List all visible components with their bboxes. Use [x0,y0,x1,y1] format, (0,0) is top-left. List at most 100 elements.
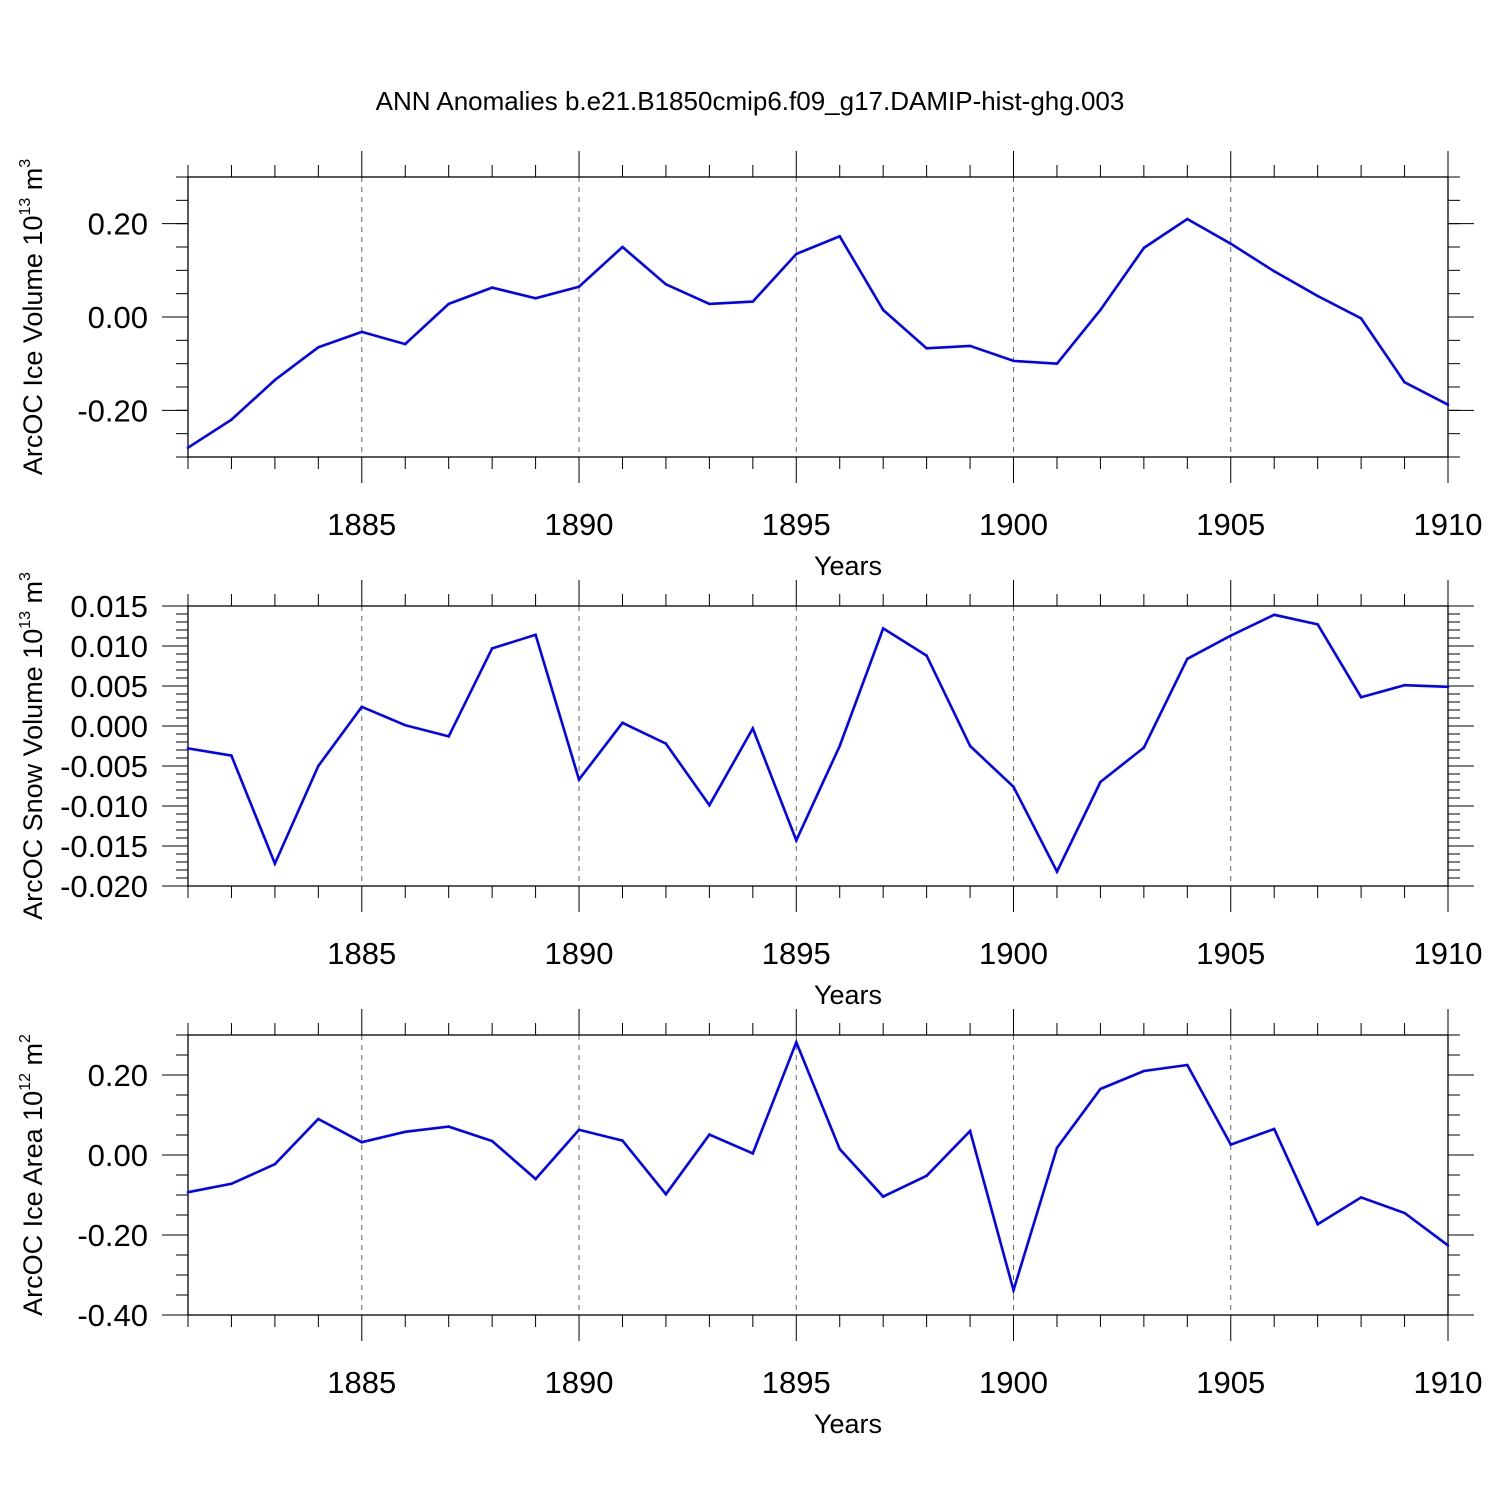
x-tick-label: 1885 [327,1365,396,1400]
data-point [1186,1063,1189,1067]
data-point [534,633,537,637]
data-point [1186,657,1189,661]
data-point [230,754,233,757]
x-tick-label: 1895 [762,507,831,542]
y-axis-title-main: ArcOC Ice Area 10 [18,1091,48,1316]
data-point [273,378,277,382]
data-point [1316,294,1319,298]
data-point [403,723,407,727]
y-tick-label: -0.20 [77,1218,148,1253]
data-point [1359,1196,1363,1199]
data-point [490,1139,494,1143]
data-point [1099,1087,1102,1091]
y-axis-title-unit-exp: 3 [17,572,34,581]
data-point [1403,381,1406,384]
data-point [360,1140,364,1144]
y-axis-title: ArcOC Ice Volume 1013 m3 [17,159,48,475]
y-tick-label: -0.40 [77,1298,148,1333]
data-point [403,342,407,346]
x-axis-title: Years [814,551,882,581]
data-point [838,234,842,238]
data-point [968,1129,972,1133]
data-point [925,654,928,657]
y-tick-label: -0.005 [60,749,148,784]
plot-frame [187,1034,1449,1316]
data-point [1012,1288,1015,1292]
data-point [360,330,364,334]
data-point [1446,403,1450,407]
y-tick-label: 0.00 [88,300,148,335]
data-point [664,1192,668,1196]
y-tick-label: 0.20 [88,1058,148,1093]
x-tick-label: 1895 [762,1365,831,1400]
data-point [925,1174,928,1178]
panel-1: -0.20 0.00 0.20 1885 1890 1895 1900 1905 1910 Yea… [17,151,1482,581]
data-point [1272,1127,1276,1131]
x-tick-label: 1910 [1414,507,1483,542]
x-tick-label: 1905 [1196,1365,1265,1400]
data-point [925,346,928,350]
y-axis-title-exp: 13 [17,198,34,216]
data-point [664,283,668,286]
y-tick-label: -0.020 [60,869,148,904]
series-line-snow-volume [187,613,1449,875]
data-point [1099,780,1102,784]
x-tick-label: 1890 [545,936,614,971]
data-point [968,744,972,748]
x-tick-label: 1890 [545,507,614,542]
y-axis-title-exp: 13 [17,611,34,629]
x-tick-label: 1905 [1196,507,1265,542]
x-tick-label: 1885 [327,936,396,971]
data-point [1229,1143,1233,1146]
data-point [534,1177,537,1181]
series-line-ice-area [187,1038,1449,1295]
y-tick-label: 0.00 [88,1138,148,1173]
x-tick-label: 1900 [979,1365,1048,1400]
x-tick-label: 1900 [979,936,1048,971]
data-point [1186,217,1189,221]
data-point [1055,1146,1059,1150]
data-point [1272,613,1276,617]
y-axis-title-unit: m [18,168,48,198]
data-point [881,1195,885,1198]
data-point [447,1125,450,1128]
data-point [360,705,364,709]
panel-2: -0.020 -0.015 -0.010 -0.005 0.000 0.005 0.010 0… [17,572,1482,1010]
y-axis-title-unit: m [18,1043,48,1073]
data-point [1403,1211,1406,1215]
data-point [490,286,494,289]
data-point [1012,785,1015,789]
data-point [881,627,885,630]
data-point [1272,269,1276,273]
y-axis-title-unit-exp: 3 [17,159,34,168]
x-tick-label: 1910 [1414,1365,1483,1400]
y-axis-title-main: ArcOC Ice Volume 10 [18,216,48,476]
data-point [317,346,320,349]
data-point [186,747,190,750]
data-point [447,302,450,306]
data-point [186,446,190,449]
data-point [881,308,885,312]
data-point [751,727,755,730]
data-point [708,1133,711,1136]
data-point [1012,359,1015,363]
data-point [621,721,624,725]
data-point [794,1040,798,1044]
series-line-ice-volume [187,217,1449,449]
data-point [708,302,711,306]
y-axis-title: ArcOC Ice Area 1012 m2 [17,1034,48,1316]
x-axis-title: Years [814,980,882,1010]
data-point [1142,1069,1146,1073]
data-point [1229,242,1233,246]
panel-3: -0.40 -0.20 0.00 0.20 1885 1890 1895 1900 1905 19… [17,1009,1482,1439]
data-point [403,1130,407,1134]
y-axis-title-unit: m [18,581,48,611]
x-tick-label: 1885 [327,507,396,542]
data-point [621,245,624,249]
x-tick-label: 1910 [1414,936,1483,971]
data-point [230,418,233,421]
data-point [1446,1244,1450,1247]
y-axis-title-exp: 12 [17,1073,34,1091]
data-point [1316,623,1319,626]
